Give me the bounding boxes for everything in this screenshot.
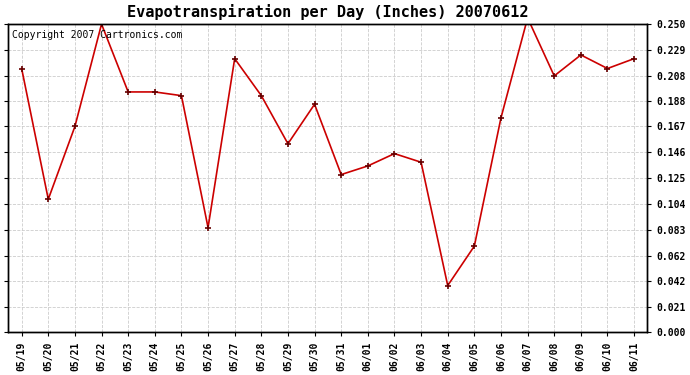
- Text: Copyright 2007 Cartronics.com: Copyright 2007 Cartronics.com: [12, 30, 182, 40]
- Title: Evapotranspiration per Day (Inches) 20070612: Evapotranspiration per Day (Inches) 2007…: [127, 4, 529, 20]
